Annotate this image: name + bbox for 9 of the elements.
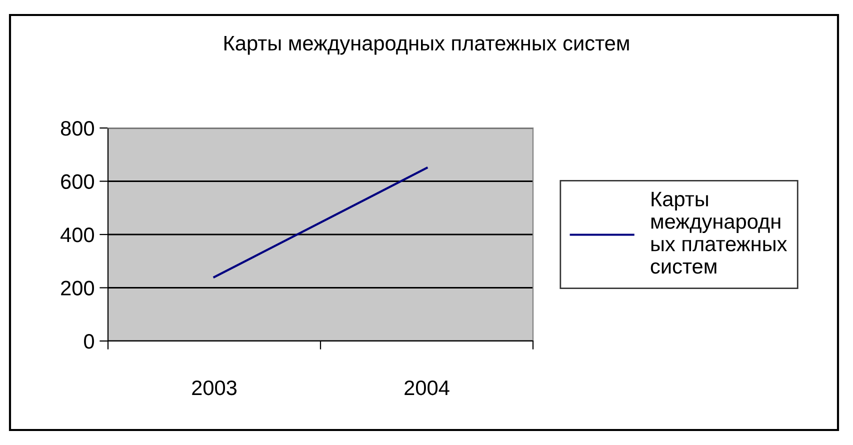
chart-title: Карты международных платежных систем xyxy=(224,36,629,55)
y-tick-label: 200 xyxy=(61,280,94,296)
x-tick-label: 2004 xyxy=(404,380,450,396)
x-tick-label: 2003 xyxy=(192,380,237,396)
y-tick-label: 400 xyxy=(60,228,94,242)
legend-label: Карты международных платежных систем xyxy=(650,192,787,274)
y-tick-label: 800 xyxy=(60,121,94,136)
y-tick-label: 600 xyxy=(61,174,94,190)
y-tick-label: 0 xyxy=(84,334,94,349)
